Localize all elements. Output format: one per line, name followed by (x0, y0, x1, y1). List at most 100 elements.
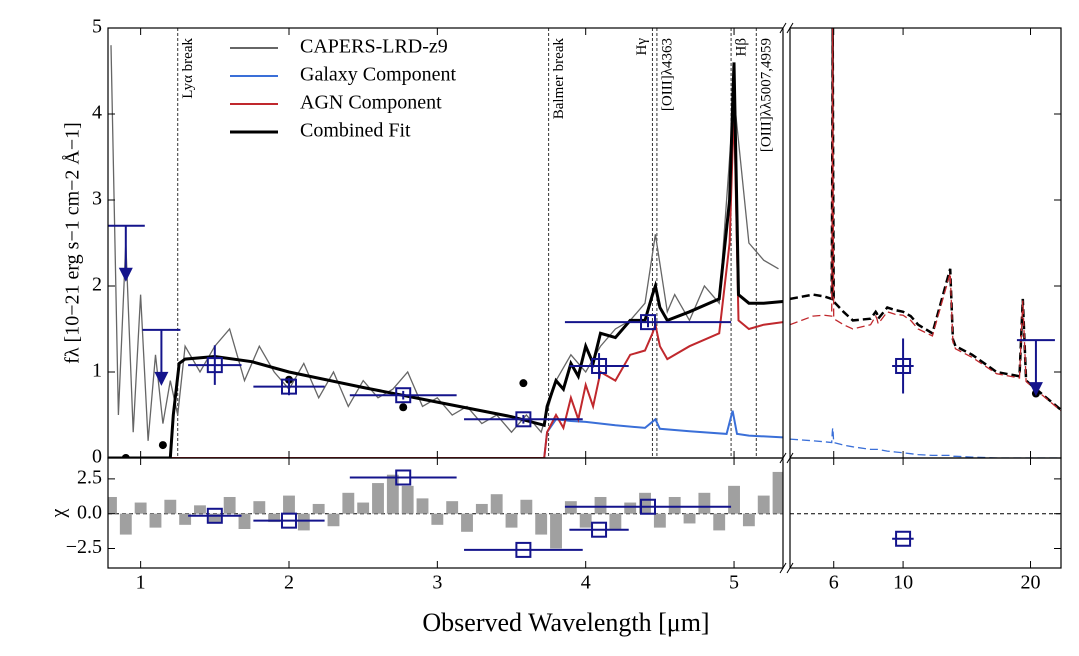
residual-bar (253, 501, 266, 514)
residual-bar (327, 513, 340, 527)
y-tick-label: 1 (92, 360, 102, 382)
legend-label: Combined Fit (300, 120, 411, 142)
break-mark (779, 452, 787, 464)
break-gap (783, 24, 790, 32)
series-line (108, 410, 783, 458)
upper-limit-arrow (1028, 382, 1043, 397)
ticks: 6 10 20 (829, 28, 1041, 594)
photometry-point (591, 357, 608, 374)
residual-bar (164, 499, 177, 514)
panel (108, 469, 783, 558)
residual-bar (194, 505, 206, 514)
series-line (110, 45, 779, 441)
residual-bar (653, 513, 666, 528)
legend-label: CAPERS-LRD-z9 (300, 36, 448, 58)
y-tick-label: 0 (92, 446, 102, 468)
break-gap (783, 454, 790, 462)
x-tick-label: 5 (729, 572, 739, 594)
residual-bar (505, 513, 518, 528)
residual-bar (609, 513, 622, 531)
residual-bar (490, 494, 503, 514)
photometry-point (640, 498, 656, 515)
annotation: Lyα break (180, 38, 196, 99)
x-tick-label: 4 (581, 572, 591, 594)
residual-bar (683, 513, 696, 524)
upper-limit-arrow (154, 371, 169, 386)
photometry-point (395, 469, 412, 486)
residual-bar (386, 474, 399, 514)
panel (790, 513, 1061, 547)
model-point (399, 403, 408, 412)
frame (107, 457, 784, 569)
residual-bar (134, 502, 147, 514)
y-tick-label: −2.5 (66, 536, 102, 558)
residual-bar (728, 485, 740, 514)
residual-bar (268, 513, 281, 523)
residual-bar (461, 513, 473, 532)
break-mark (786, 22, 794, 34)
residual-bar (342, 492, 355, 514)
residual-bar (772, 471, 783, 514)
residual-bar (535, 513, 548, 535)
residual-bar (639, 492, 651, 514)
y-axis-label: χ (48, 508, 70, 518)
residual-bar (520, 499, 533, 514)
residual-bar (757, 495, 770, 514)
photometry-point (515, 411, 532, 428)
x-tick-label: 20 (1021, 572, 1041, 594)
photometry-point (515, 541, 532, 558)
annotation: Balmer break (551, 38, 567, 120)
residual-bar (475, 503, 488, 514)
residual-bar (297, 513, 310, 531)
residual-bar (108, 496, 117, 514)
residual-bar (312, 503, 325, 514)
annotation: [OIII]λλ5007,4959 (759, 38, 775, 152)
break-mark (786, 452, 794, 464)
model-point (519, 379, 528, 388)
residual-bar (668, 496, 681, 514)
y-tick-label: 0.0 (77, 501, 102, 523)
residual-bar (238, 513, 251, 530)
x-tick-label: 3 (432, 572, 442, 594)
annotation: Hβ (734, 38, 750, 56)
y-axis-label: fλ [10−21 erg s−1 cm−2 Å−1] (62, 122, 84, 364)
model-point (158, 441, 167, 450)
y-tick-label: 2 (92, 274, 102, 296)
residual-bar (742, 513, 755, 527)
series-line (790, 28, 1061, 412)
frame (789, 27, 1062, 459)
panel (790, 28, 1061, 458)
y-tick-label: 2.5 (77, 466, 102, 488)
upper-limit-arrow (118, 267, 133, 282)
residual-bar (698, 492, 711, 514)
residual-bar (446, 501, 459, 514)
photometry-point (895, 530, 912, 547)
residual-bar (579, 513, 592, 528)
y-tick-label: 4 (92, 102, 102, 124)
ticks: −2.5 0.0 2.5 1 2 3 4 5 (66, 28, 1061, 594)
residual-bar (431, 513, 444, 525)
x-tick-label: 2 (284, 572, 294, 594)
y-tick-label: 5 (92, 16, 102, 38)
ticks: 0 1 2 3 4 5 Lyα break Balmer break Hγ [OIII]λ4363… (92, 16, 1061, 468)
residual-bar (401, 485, 414, 514)
photometry-point (395, 387, 412, 404)
residual-bar (713, 513, 726, 531)
residual-bar (208, 513, 221, 524)
x-tick-label: 1 (136, 572, 146, 594)
frame (789, 457, 1062, 569)
residual-bar (223, 496, 236, 514)
panel (108, 28, 783, 458)
residual-bar (550, 513, 562, 549)
photometry-point (280, 512, 297, 529)
residual-bar (624, 502, 637, 514)
residual-bar (149, 513, 162, 528)
residual-bar (179, 513, 192, 525)
residual-bar (594, 496, 607, 514)
model-point (121, 454, 130, 458)
photometry-point (895, 357, 912, 374)
frame (107, 27, 784, 459)
residual-bar (283, 495, 295, 514)
break-mark (779, 22, 787, 34)
